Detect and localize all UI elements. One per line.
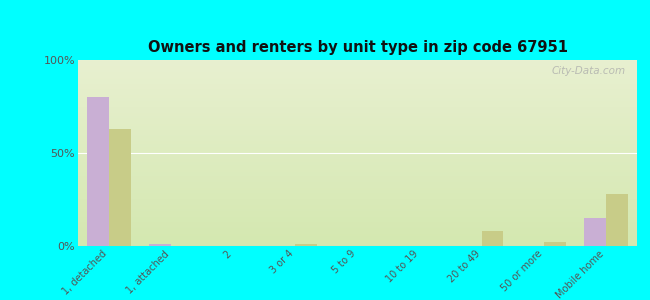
Title: Owners and renters by unit type in zip code 67951: Owners and renters by unit type in zip c…	[148, 40, 567, 55]
Bar	[109, 129, 131, 246]
Bar	[544, 242, 566, 246]
Text: City-Data.com: City-Data.com	[552, 66, 626, 76]
Bar	[482, 231, 504, 246]
Bar	[150, 244, 171, 246]
Bar	[87, 97, 109, 246]
Bar	[606, 194, 628, 246]
Bar	[584, 218, 606, 246]
Bar	[295, 244, 317, 246]
